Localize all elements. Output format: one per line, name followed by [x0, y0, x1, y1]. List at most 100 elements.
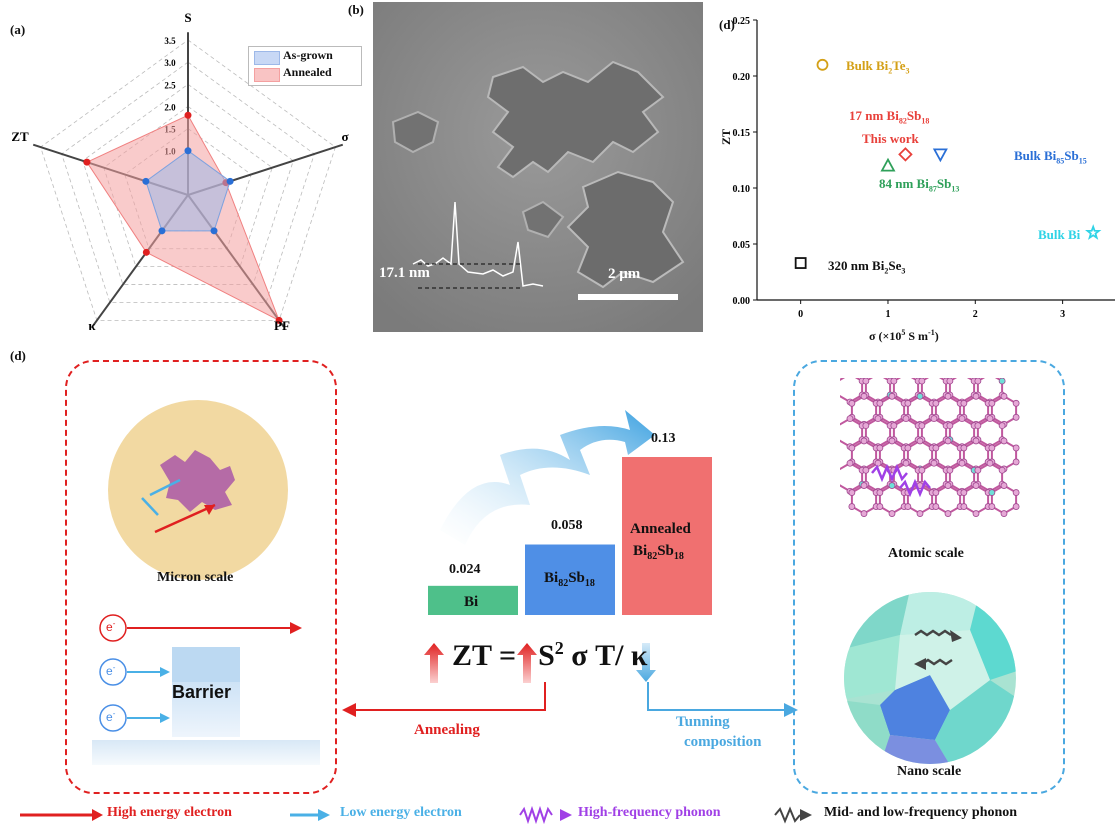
electron-low-arrowhead-1 [160, 667, 170, 677]
lattice-atom [888, 510, 896, 517]
bi82-sb: Sb [568, 570, 585, 586]
lattice-hexagon [948, 462, 976, 493]
bottom-legend: High energy electron Low energy electron… [0, 805, 1115, 825]
lattice-hexagon [962, 439, 990, 471]
lattice-atom [930, 415, 938, 423]
lattice-atom [944, 510, 952, 517]
high-phonon-wave-1 [871, 463, 908, 483]
lattice-atom [848, 399, 856, 407]
lattice-atom [1000, 392, 1008, 400]
label-bulk-bi2te3: Bulk Bi2Te3 [846, 58, 910, 76]
e-sup-3: - [112, 709, 116, 718]
radar-legend: As-grown Annealed [248, 46, 362, 86]
scatter-x-tick-label: 3 [1060, 309, 1065, 320]
lattice-hexagon [934, 395, 962, 426]
high-energy-arrowhead-1 [204, 505, 215, 515]
lattice-atom [890, 378, 898, 385]
sem-island-3 [566, 170, 685, 289]
lattice-atom [888, 437, 896, 445]
label-84nm: 84 nm Bi87Sb13 [879, 176, 960, 194]
lattice-atom [932, 399, 940, 407]
radar-tick-label: 2.0 [164, 102, 176, 112]
lattice-atom [918, 378, 926, 385]
xlabel-part1: σ (×10 [869, 329, 902, 343]
label-this-work: This work [862, 131, 919, 146]
zt-scatter-chart: 0 1 2 3 0.00 0.05 0.10 0.15 0.20 0.25 [733, 16, 1115, 320]
tuning-label: Tunning [676, 714, 730, 730]
kappa-down-arrow [636, 643, 656, 682]
zt-up-arrow [424, 643, 444, 683]
lattice-atom [890, 422, 898, 430]
micron-scale-label: Micron scale [157, 570, 234, 585]
electron-high-arrowhead [290, 622, 302, 634]
height-label: 17.1 nm [379, 265, 430, 281]
phonon-wave-1 [914, 629, 952, 637]
xlabel-part2: S m [905, 329, 929, 343]
bi82-sub2: 18 [584, 578, 595, 589]
label-17nm: 17 nm Bi82Sb18 [849, 108, 930, 126]
lattice-hexagon [962, 484, 990, 515]
s-up-arrow [517, 643, 537, 683]
ann-sub1: 82 [647, 551, 658, 562]
legend-swatch-as-grown [254, 51, 280, 65]
lattice-hexagon [948, 417, 976, 448]
lattice-atom [904, 399, 912, 407]
connector-arrows [342, 682, 798, 717]
bottom-legend-icons [20, 805, 812, 825]
lattice-atom [888, 392, 896, 400]
radar-axis-label-S: S [184, 10, 191, 25]
high-phonon-legend-wave [519, 805, 553, 825]
scatter-point-bulk-bi2te3 [816, 58, 829, 71]
lattice-atom [946, 378, 954, 385]
lattice-atom [944, 437, 952, 445]
e-text-3: e [106, 710, 113, 724]
lattice-hexagon [920, 417, 948, 448]
grain-9 [895, 630, 990, 710]
lattice-atom [916, 437, 924, 445]
low-phonon-legend-wave [774, 806, 801, 824]
radar-axis-label-PF: PF [274, 318, 290, 333]
lattice-dopant-atom [988, 489, 996, 496]
radar-annealed-point-ZT [83, 158, 91, 166]
high-phonon-wave-2 [899, 478, 931, 498]
lattice-atom [902, 415, 910, 423]
radar-grid-ring [82, 83, 294, 285]
lattice-atom [904, 503, 912, 510]
high-energy-arrow-1 [154, 503, 216, 534]
lattice-atom [916, 510, 924, 517]
scatter-y-tick-label: 0.25 [733, 16, 751, 27]
lattice-atom [860, 510, 868, 517]
lattice-hexagon [906, 439, 934, 471]
radar-tick-label: 2.5 [164, 80, 176, 90]
lattice-hexagon [878, 395, 906, 426]
panel-d-bottom-label: (d) [10, 348, 26, 363]
legend-high-energy: High energy electron [107, 805, 232, 820]
lattice-hexagon [990, 484, 1018, 515]
radar-as-grown-point-ZT [142, 177, 150, 185]
lattice-atom [848, 489, 856, 496]
lattice-atom [860, 482, 868, 489]
lattice-dopant-atom [998, 378, 1006, 385]
lattice-hexagon [990, 395, 1018, 426]
lattice-atom [946, 466, 954, 474]
lattice-atom [860, 392, 868, 400]
ann-sub2: 18 [673, 551, 684, 562]
atomic-scale-label: Atomic scale [888, 546, 964, 561]
lattice-hexagon [878, 439, 906, 471]
lattice-atom [998, 466, 1006, 474]
zt-bar-0 [428, 585, 518, 615]
lattice-atom [918, 466, 926, 474]
lattice-atom [1000, 437, 1008, 445]
scatter-y-tick-label: 0.10 [733, 184, 751, 195]
lattice-atom [876, 503, 884, 510]
electron-label-3: e- [106, 709, 115, 724]
legend-low-energy: Low energy electron [340, 805, 462, 820]
radar-annealed-point-PF [275, 316, 283, 324]
lattice-hexagon [990, 439, 1018, 471]
equation-arrows [424, 643, 656, 683]
phonon-head-2 [914, 658, 926, 670]
lattice-hexagon [934, 484, 962, 515]
legend-swatch-annealed [254, 68, 280, 82]
radar-tick-label: 3.0 [164, 58, 176, 68]
